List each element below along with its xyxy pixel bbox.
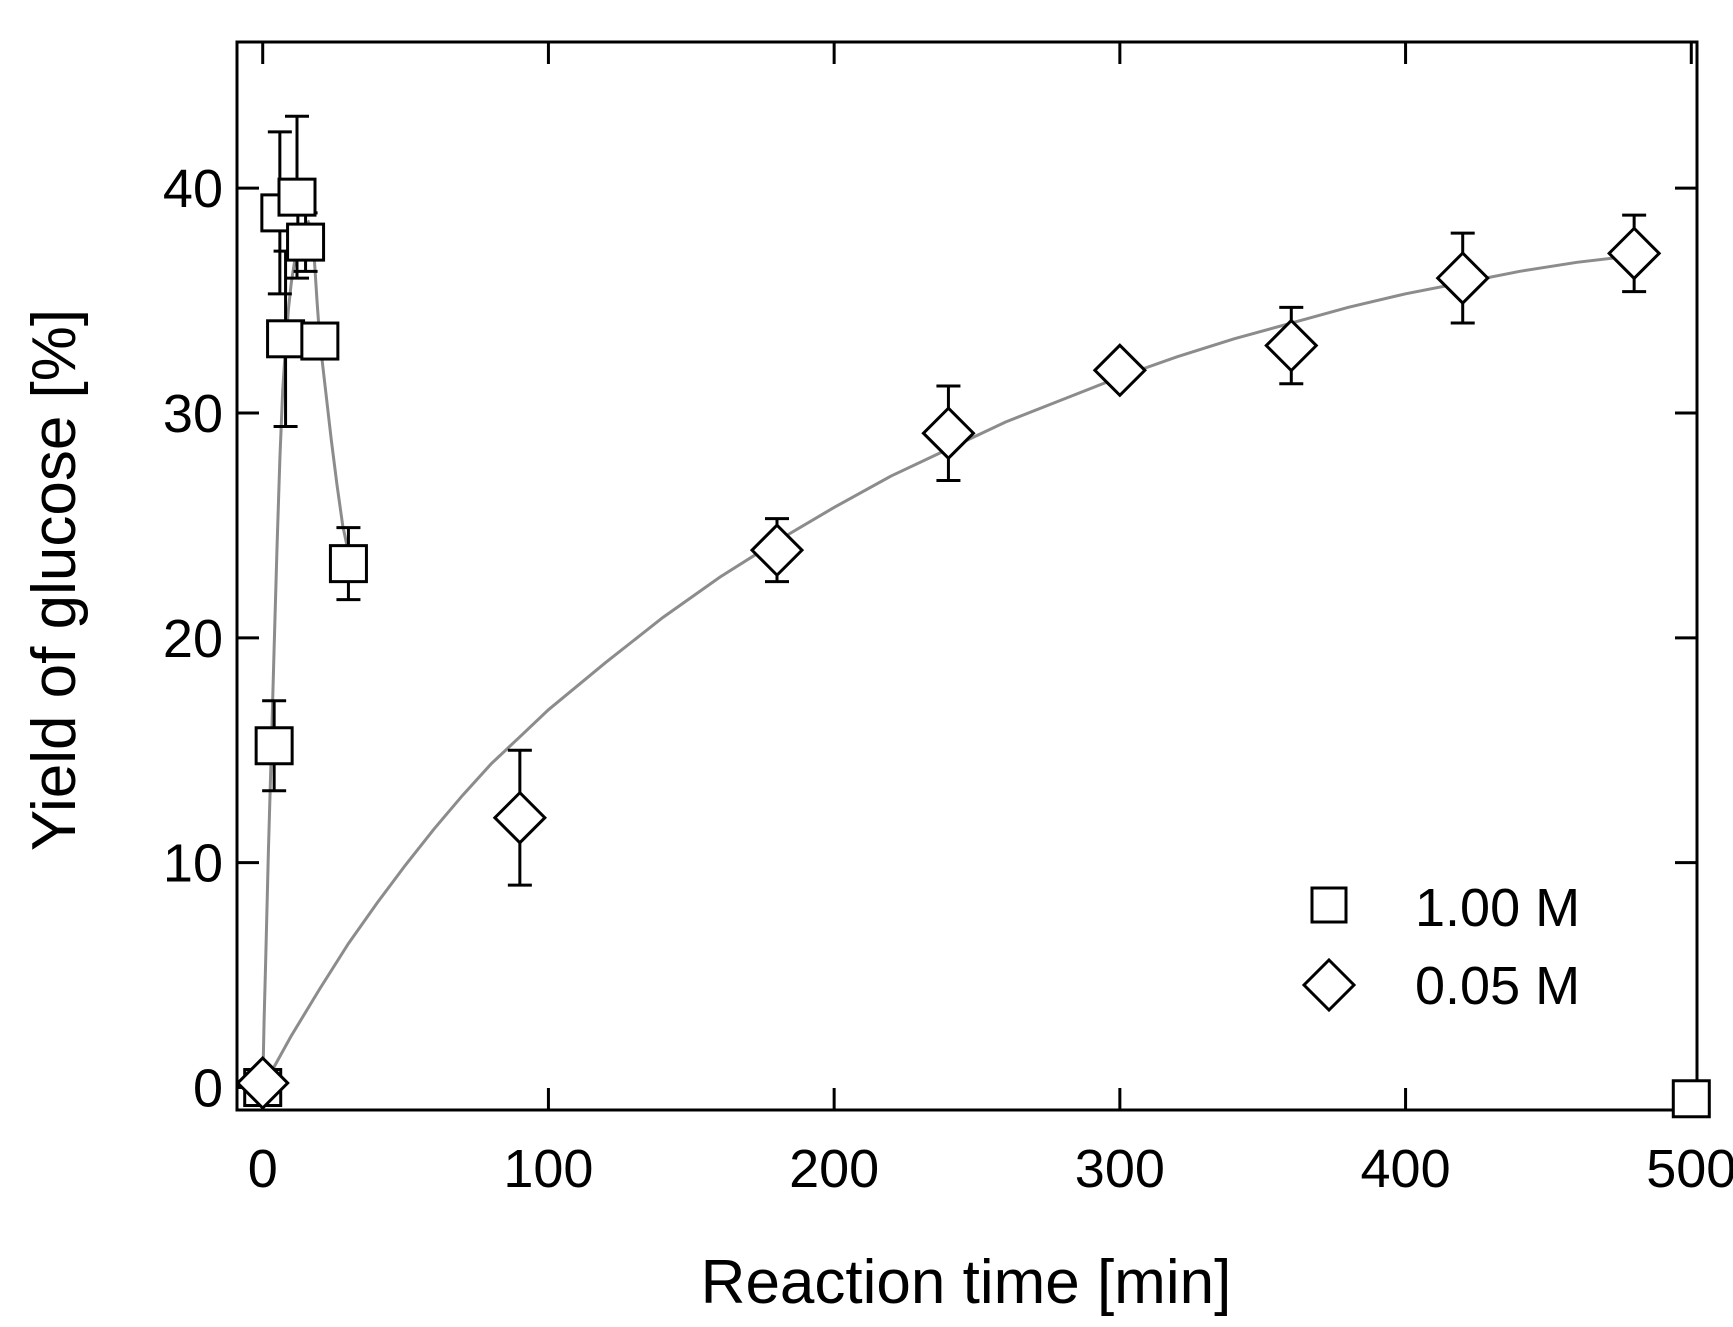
x-tick-label: 200 [789,1139,879,1199]
data-point-square [300,321,340,361]
legend: 1.00 M 0.05 M [1301,878,1580,1016]
data-point-diamond [235,1055,290,1111]
y-tick-label: 0 [193,1059,223,1119]
legend-label-0-05-m: 0.05 M [1415,956,1580,1016]
data-point-diamond [492,790,547,845]
data-point-diamond [921,406,976,461]
data-point-square [254,726,294,766]
y-tick-label: 20 [163,609,223,669]
error-bars [262,114,1647,887]
fit-line-series-1 [261,219,350,1088]
plot-frame [235,40,1699,1112]
data-point-square [266,319,306,359]
x-tick-labels: 0 100 200 300 400 500 [248,1139,1733,1199]
data-markers [235,177,1711,1119]
ticks [237,42,1697,1110]
legend-marker-square [1310,886,1348,924]
data-point-square [277,177,317,217]
fit-line-series-2 [261,254,1635,1089]
data-point-diamond [1092,343,1147,398]
y-tick-labels: 0 10 20 30 40 [163,159,223,1118]
x-tick-label: 100 [503,1139,593,1199]
x-tick-label: 300 [1075,1139,1165,1199]
data-point-diamond [1607,226,1662,281]
x-tick-label: 400 [1361,1139,1451,1199]
data-point-square [1671,1079,1711,1119]
data-point-diamond [1264,318,1319,373]
data-point-diamond [1435,250,1490,306]
data-point-square [286,222,326,262]
y-tick-label: 40 [163,159,223,219]
fit-lines [261,219,1635,1089]
legend-label-1-00-m: 1.00 M [1415,878,1580,938]
data-point-diamond [749,523,805,578]
y-tick-label: 10 [163,834,223,894]
x-tick-label: 500 [1646,1139,1733,1199]
x-tick-label: 0 [248,1139,278,1199]
data-point-square [328,544,368,584]
legend-marker-diamond [1301,957,1357,1013]
y-axis-title: Yield of glucose [%] [20,309,89,851]
x-axis-title: Reaction time [min] [701,1248,1232,1317]
y-tick-label: 30 [163,384,223,444]
